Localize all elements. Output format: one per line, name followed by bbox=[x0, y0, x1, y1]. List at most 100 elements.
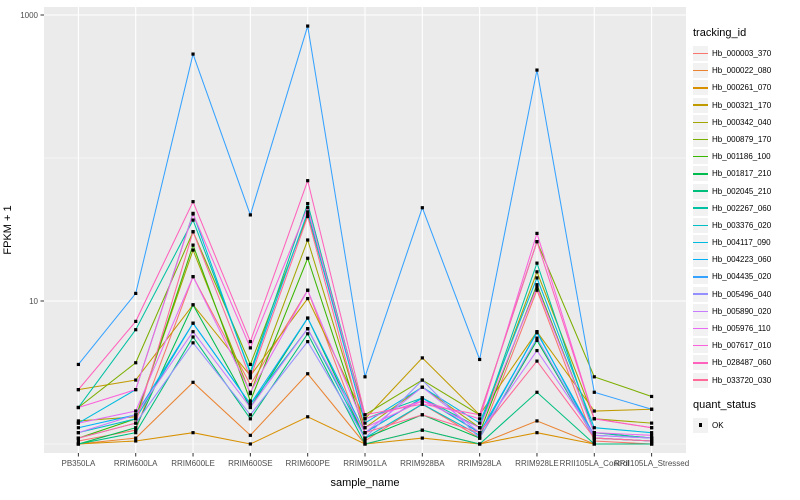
series-color-swatch bbox=[693, 362, 708, 364]
data-point bbox=[134, 328, 138, 332]
x-tick-label: RRIM600PE bbox=[285, 459, 329, 468]
data-point bbox=[535, 419, 539, 423]
data-point bbox=[592, 433, 596, 437]
data-point bbox=[306, 288, 310, 292]
legend-title-quant-status: quant_status bbox=[693, 398, 756, 411]
legend-item-label: Hb_001817_210 bbox=[712, 169, 772, 179]
data-point bbox=[535, 285, 539, 289]
data-point bbox=[248, 390, 252, 394]
data-point bbox=[478, 431, 482, 435]
data-point bbox=[134, 388, 138, 392]
data-point bbox=[478, 417, 482, 421]
data-point bbox=[134, 413, 138, 417]
legend-key-line-icon bbox=[693, 183, 708, 199]
data-point bbox=[306, 179, 310, 183]
legend-item-label: Hb_002267_060 bbox=[712, 203, 772, 213]
legend-key-line-icon bbox=[693, 269, 708, 285]
data-point bbox=[420, 428, 424, 432]
data-point bbox=[191, 321, 195, 325]
data-point bbox=[134, 378, 138, 382]
legend-item-label: Hb_000342_040 bbox=[712, 117, 772, 127]
data-point bbox=[363, 421, 367, 425]
data-point bbox=[248, 372, 252, 376]
data-point bbox=[134, 417, 138, 421]
data-point bbox=[76, 436, 80, 440]
data-point bbox=[592, 436, 596, 440]
data-point bbox=[535, 240, 539, 244]
data-point bbox=[363, 439, 367, 443]
legend-item-label: Hb_004223_060 bbox=[712, 255, 772, 265]
legend-item-label: Hb_033720_030 bbox=[712, 375, 772, 385]
data-point bbox=[76, 405, 80, 410]
legend-item-label: Hb_004117_090 bbox=[712, 238, 771, 248]
data-point bbox=[191, 335, 195, 339]
data-point bbox=[191, 52, 195, 56]
data-point bbox=[248, 405, 252, 410]
data-point bbox=[76, 442, 80, 446]
data-point bbox=[306, 238, 310, 242]
series-color-swatch bbox=[693, 155, 708, 158]
data-point bbox=[650, 442, 654, 446]
data-point bbox=[535, 390, 539, 394]
data-point bbox=[76, 439, 80, 443]
data-point bbox=[363, 431, 367, 435]
legend-item-label: Hb_000261_070 bbox=[712, 83, 772, 93]
x-tick-label: RRIM928BA bbox=[400, 459, 445, 468]
data-point bbox=[248, 213, 252, 217]
data-point bbox=[191, 243, 195, 247]
x-tick-label: RRIM600LA bbox=[114, 459, 158, 468]
legend-title-tracking-id: tracking_id bbox=[693, 27, 747, 39]
data-point bbox=[478, 436, 482, 440]
data-point bbox=[76, 362, 80, 367]
legend-item-label: Hb_001186_100 bbox=[712, 152, 771, 162]
data-point bbox=[592, 390, 596, 394]
legend-key-line-icon bbox=[693, 321, 708, 336]
data-point bbox=[248, 402, 252, 406]
x-tick-label: RRIM901LA bbox=[343, 459, 387, 468]
series-color-swatch bbox=[693, 104, 708, 106]
series-color-swatch bbox=[693, 241, 708, 244]
data-point bbox=[363, 375, 367, 379]
legend-item: Hb_001817_210 bbox=[693, 166, 799, 182]
data-point bbox=[363, 436, 367, 440]
legend-item-label: Hb_002045_210 bbox=[712, 186, 772, 196]
legend-item: Hb_000022_080 bbox=[693, 63, 799, 79]
data-point bbox=[650, 421, 654, 425]
data-point bbox=[478, 421, 482, 425]
data-point bbox=[191, 230, 195, 234]
data-point bbox=[306, 340, 310, 344]
data-point bbox=[306, 205, 310, 210]
data-point bbox=[306, 296, 310, 301]
data-point bbox=[306, 214, 310, 219]
data-point bbox=[650, 426, 654, 430]
series-color-swatch bbox=[693, 327, 708, 330]
x-tick-label: RRIM600SE bbox=[228, 459, 272, 468]
data-point bbox=[76, 426, 80, 430]
data-point bbox=[650, 433, 654, 437]
data-point bbox=[650, 436, 654, 440]
data-point bbox=[363, 426, 367, 430]
data-point bbox=[420, 206, 424, 210]
quant-status-label: OK bbox=[712, 420, 724, 430]
data-point bbox=[592, 442, 596, 446]
legend-item-label: Hb_005976_110 bbox=[712, 324, 771, 333]
legend-key-line-icon bbox=[693, 252, 708, 268]
data-point bbox=[478, 413, 482, 417]
legend-item: Hb_000261_070 bbox=[693, 80, 799, 96]
legend-key-line-icon bbox=[693, 131, 708, 147]
data-point bbox=[478, 426, 482, 430]
data-point bbox=[535, 348, 539, 353]
data-point bbox=[478, 357, 482, 362]
series-color-swatch bbox=[693, 121, 708, 123]
data-point bbox=[76, 419, 80, 423]
data-point bbox=[420, 413, 424, 417]
legend-item: Hb_028487_060 bbox=[693, 355, 799, 371]
data-point bbox=[650, 439, 654, 443]
data-point bbox=[76, 421, 80, 425]
data-point bbox=[420, 378, 424, 382]
data-point bbox=[248, 417, 252, 421]
data-point bbox=[191, 341, 195, 345]
data-point bbox=[248, 340, 252, 344]
series-color-swatch bbox=[693, 87, 708, 89]
